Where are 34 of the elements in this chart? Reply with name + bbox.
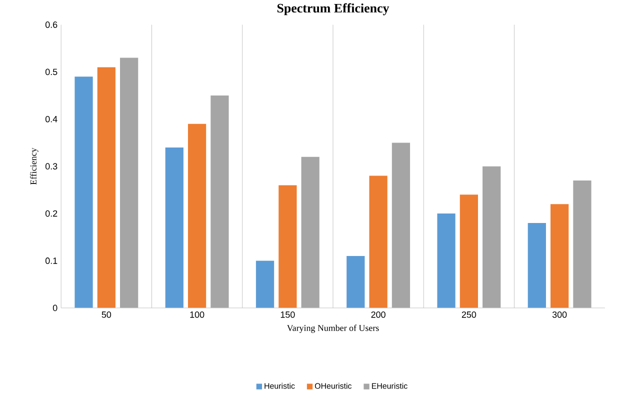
x-tick-label: 100 bbox=[190, 312, 204, 318]
x-tick-label: 250 bbox=[462, 312, 476, 318]
bar bbox=[346, 256, 365, 308]
bar bbox=[437, 214, 456, 308]
bar bbox=[97, 67, 116, 308]
y-tick-label: 0.3 bbox=[45, 163, 58, 170]
bar bbox=[369, 176, 388, 308]
y-tick-label: 0 bbox=[52, 304, 58, 312]
x-tick-label: 50 bbox=[102, 312, 112, 318]
y-tick-label: 0.6 bbox=[45, 22, 58, 28]
bar bbox=[301, 157, 320, 308]
chart-title: Spectrum Efficiency bbox=[277, 4, 390, 16]
bar bbox=[573, 180, 592, 308]
y-tick-label: 0.5 bbox=[45, 68, 58, 76]
bar bbox=[210, 96, 229, 308]
y-tick-label: 0.2 bbox=[45, 210, 58, 217]
x-tick-label: 300 bbox=[552, 312, 567, 318]
bar bbox=[74, 76, 93, 308]
bar bbox=[392, 142, 410, 308]
bar bbox=[120, 58, 138, 308]
bar bbox=[528, 223, 546, 308]
x-tick-label: 200 bbox=[371, 312, 386, 318]
y-axis-title: Efficiency bbox=[30, 148, 38, 185]
bar bbox=[188, 124, 206, 308]
bar bbox=[256, 260, 274, 308]
bar bbox=[460, 194, 478, 308]
bar bbox=[482, 166, 501, 308]
x-axis-title: Varying Number of Users bbox=[286, 324, 379, 334]
bar bbox=[550, 204, 569, 308]
bar bbox=[165, 148, 184, 308]
bar bbox=[278, 185, 297, 308]
x-tick-label: 150 bbox=[280, 312, 295, 318]
y-tick-label: 0.1 bbox=[45, 258, 58, 264]
y-tick-label: 0.4 bbox=[45, 116, 58, 123]
